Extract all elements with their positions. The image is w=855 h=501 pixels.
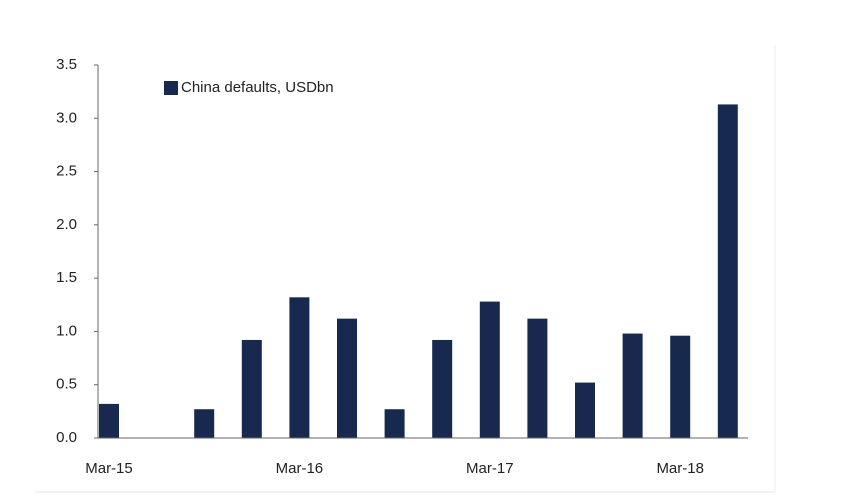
y-tick-label: 1.5	[56, 269, 77, 286]
legend-label: China defaults, USDbn	[181, 79, 334, 96]
y-tick-label: 3.5	[56, 56, 77, 73]
y-tick-label: 2.5	[56, 163, 77, 180]
bar	[717, 104, 738, 438]
bar	[479, 301, 500, 438]
y-tick-label: 2.0	[56, 216, 77, 233]
bar	[289, 297, 310, 438]
bar	[384, 409, 405, 438]
bar	[99, 403, 119, 438]
bar	[241, 339, 262, 438]
bar	[670, 335, 691, 438]
x-tick-label: Mar-15	[85, 460, 133, 477]
x-tick-label: Mar-17	[466, 460, 514, 477]
bar	[575, 382, 595, 438]
y-tick-label: 0.0	[56, 429, 77, 446]
y-tick-label: 0.5	[56, 376, 77, 393]
legend-swatch	[164, 81, 178, 95]
bar	[622, 333, 643, 438]
bar	[194, 409, 215, 438]
y-tick-label: 3.0	[56, 109, 77, 126]
bar	[337, 318, 357, 438]
x-tick-label: Mar-18	[656, 460, 704, 477]
x-tick-label: Mar-16	[276, 460, 324, 477]
y-tick-label: 1.0	[56, 322, 77, 339]
bar	[432, 339, 453, 438]
bar	[527, 318, 548, 438]
